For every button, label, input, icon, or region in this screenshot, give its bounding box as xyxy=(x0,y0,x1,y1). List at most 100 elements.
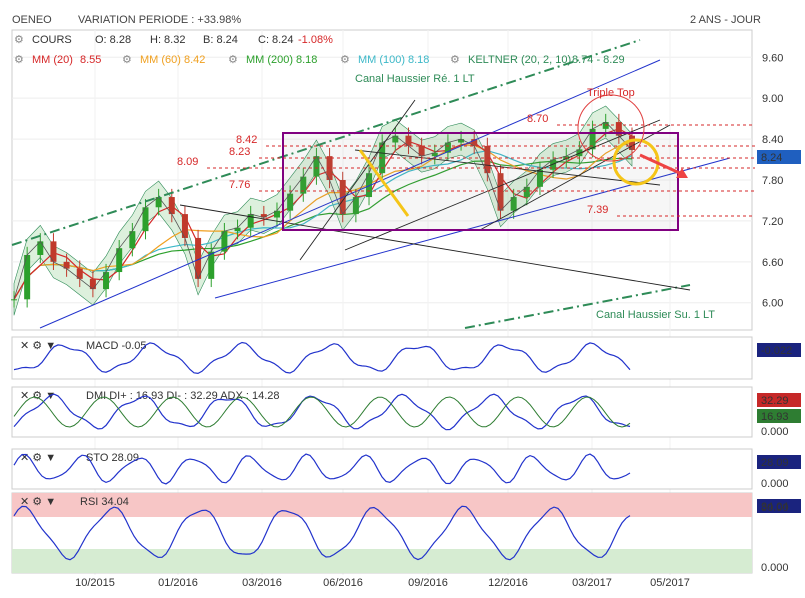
y-tick-label: 8.40 xyxy=(762,134,783,146)
indicator-label: MACD -0.05 xyxy=(86,340,147,352)
indicator-value-label: 28.09 xyxy=(761,457,789,469)
legend-cours: COURS xyxy=(32,34,72,46)
legend-mm60-value: 8.42 xyxy=(184,54,206,66)
candle-body xyxy=(379,142,386,174)
indicator-top-label: 80.00 xyxy=(761,502,789,514)
trend-line-black xyxy=(179,204,691,291)
gear-icon[interactable]: ⚙ xyxy=(122,54,132,66)
y-tick-label: 7.80 xyxy=(762,175,783,187)
indicator-value-badge xyxy=(757,343,801,357)
triple-top-label: Triple Top xyxy=(587,87,635,99)
candle-body xyxy=(366,173,373,198)
red-arrow xyxy=(639,153,685,177)
indicator-label: DMI DI+ : 16.93 DI- : 32.29 ADX : 14.28 xyxy=(86,390,280,402)
x-tick-label: 09/2016 xyxy=(408,577,448,589)
candle-body xyxy=(260,214,267,218)
legend-mm200-value: 8.18 xyxy=(296,54,318,66)
candle-body xyxy=(76,268,83,279)
indicator-controls-icon: ✕ ⚙ ▼ xyxy=(20,452,56,464)
candle-body xyxy=(418,145,425,157)
legend-close-change: -1.08% xyxy=(298,34,333,46)
legend-mm100: MM (100) xyxy=(358,54,406,66)
candle-body xyxy=(168,197,175,215)
indicator-value-badge xyxy=(757,499,801,513)
legend-low: B: 8.24 xyxy=(203,34,238,46)
y-tick-label: 9.60 xyxy=(762,52,783,64)
indicator-label: RSI 34.04 xyxy=(80,496,129,508)
candle-body xyxy=(234,227,241,232)
x-tick-label: 06/2016 xyxy=(323,577,363,589)
indicator-line xyxy=(13,341,631,375)
level-label: 8.70 xyxy=(527,113,548,125)
x-tick-label: 10/2015 xyxy=(75,577,115,589)
level-label: 8.09 xyxy=(177,156,198,168)
candle-body xyxy=(484,145,491,174)
canal-re-label: Canal Haussier Ré. 1 LT xyxy=(355,73,475,85)
gear-icon[interactable]: ⚙ xyxy=(340,54,350,66)
candle-body xyxy=(300,176,307,194)
ticker: OENEO xyxy=(12,14,52,26)
indicator-line xyxy=(13,505,631,561)
candle-body xyxy=(313,156,320,177)
x-tick-label: 03/2017 xyxy=(572,577,612,589)
candle-body xyxy=(181,214,188,238)
gear-icon[interactable]: ⚙ xyxy=(228,54,238,66)
indicator-value-label: 32.29 xyxy=(761,395,789,407)
candle-body xyxy=(615,122,622,136)
indicator-zero-label: 0.000 xyxy=(761,562,789,574)
legend-mm100-value: 8.18 xyxy=(408,54,430,66)
price-badge-label: 8.24 xyxy=(761,152,782,164)
candle-body xyxy=(129,231,136,249)
candle-body xyxy=(247,214,254,228)
dmi-panel-frame xyxy=(11,386,753,438)
candle-body xyxy=(37,241,44,255)
indicator-line xyxy=(13,453,631,485)
candle-body xyxy=(392,135,399,143)
y-tick-label: 9.00 xyxy=(762,93,783,105)
legend-open: O: 8.28 xyxy=(95,34,132,46)
candle-body xyxy=(352,197,359,215)
indicator-zero-label: 0.000 xyxy=(761,426,789,438)
indicator-controls-icon: ✕ ⚙ ▼ xyxy=(20,340,56,352)
legend-keltner: KELTNER (20, 2, 10) xyxy=(468,54,572,66)
variation-period: VARIATION PERIODE : +33.98% xyxy=(78,14,242,26)
triple-top-circle xyxy=(577,94,645,162)
indicator-value-label: -0.022 xyxy=(761,345,792,357)
trend-line-black xyxy=(299,99,416,261)
candle-body xyxy=(471,139,478,146)
x-tick-label: 01/2016 xyxy=(158,577,198,589)
candle-body xyxy=(89,278,96,290)
x-tick-label: 03/2016 xyxy=(242,577,282,589)
candle-body xyxy=(405,135,412,146)
gear-icon[interactable]: ⚙ xyxy=(450,54,460,66)
indicator-zero-label: 0.000 xyxy=(761,478,789,490)
candle-body xyxy=(550,159,557,170)
gear-icon[interactable]: ⚙ xyxy=(14,54,24,66)
chart-header: OENEO VARIATION PERIODE : +33.98% 2 ANS … xyxy=(0,0,805,30)
period-selector[interactable]: 2 ANS - JOUR xyxy=(690,14,761,26)
candle-body xyxy=(458,139,465,143)
candle-body xyxy=(287,193,294,211)
rsi-oversold-zone xyxy=(12,549,752,573)
indicator-value-label: 16.93 xyxy=(761,411,789,423)
legend-mm20-value: 8.55 xyxy=(80,54,102,66)
gear-icon[interactable]: ⚙ xyxy=(14,34,24,46)
candle-body xyxy=(629,135,635,150)
red-arrow-head xyxy=(676,168,688,178)
legend-mm200: MM (200) xyxy=(246,54,294,66)
level-label: 7.39 xyxy=(587,204,608,216)
legend-close: C: 8.24 xyxy=(258,34,294,46)
canal-haussier-su-line xyxy=(464,284,691,329)
trend-line-black xyxy=(344,119,661,251)
candle-body xyxy=(497,173,504,211)
candle-body xyxy=(576,149,583,157)
candle-body xyxy=(523,186,530,198)
indicator-controls-icon: ✕ ⚙ ▼ xyxy=(20,390,56,402)
candle-body xyxy=(50,241,57,262)
trend-line-blue xyxy=(39,59,661,329)
candle-body xyxy=(116,248,123,273)
yellow-trend-mark xyxy=(358,149,410,217)
candle-body xyxy=(195,237,202,279)
legend-mm20: MM (20) xyxy=(32,54,73,66)
